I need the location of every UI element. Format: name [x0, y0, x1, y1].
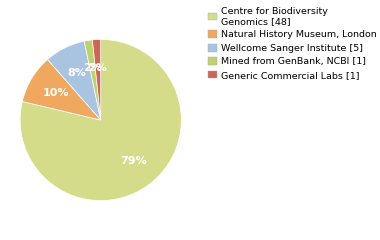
- Text: 2%: 2%: [83, 63, 102, 73]
- Wedge shape: [22, 60, 101, 120]
- Wedge shape: [84, 40, 101, 120]
- Wedge shape: [20, 39, 181, 201]
- Text: 8%: 8%: [68, 68, 87, 78]
- Text: 2%: 2%: [89, 63, 108, 73]
- Text: 79%: 79%: [120, 156, 147, 166]
- Text: 10%: 10%: [43, 88, 69, 98]
- Wedge shape: [48, 41, 101, 120]
- Wedge shape: [92, 39, 101, 120]
- Legend: Centre for Biodiversity
Genomics [48], Natural History Museum, London [6], Wellc: Centre for Biodiversity Genomics [48], N…: [206, 5, 380, 82]
